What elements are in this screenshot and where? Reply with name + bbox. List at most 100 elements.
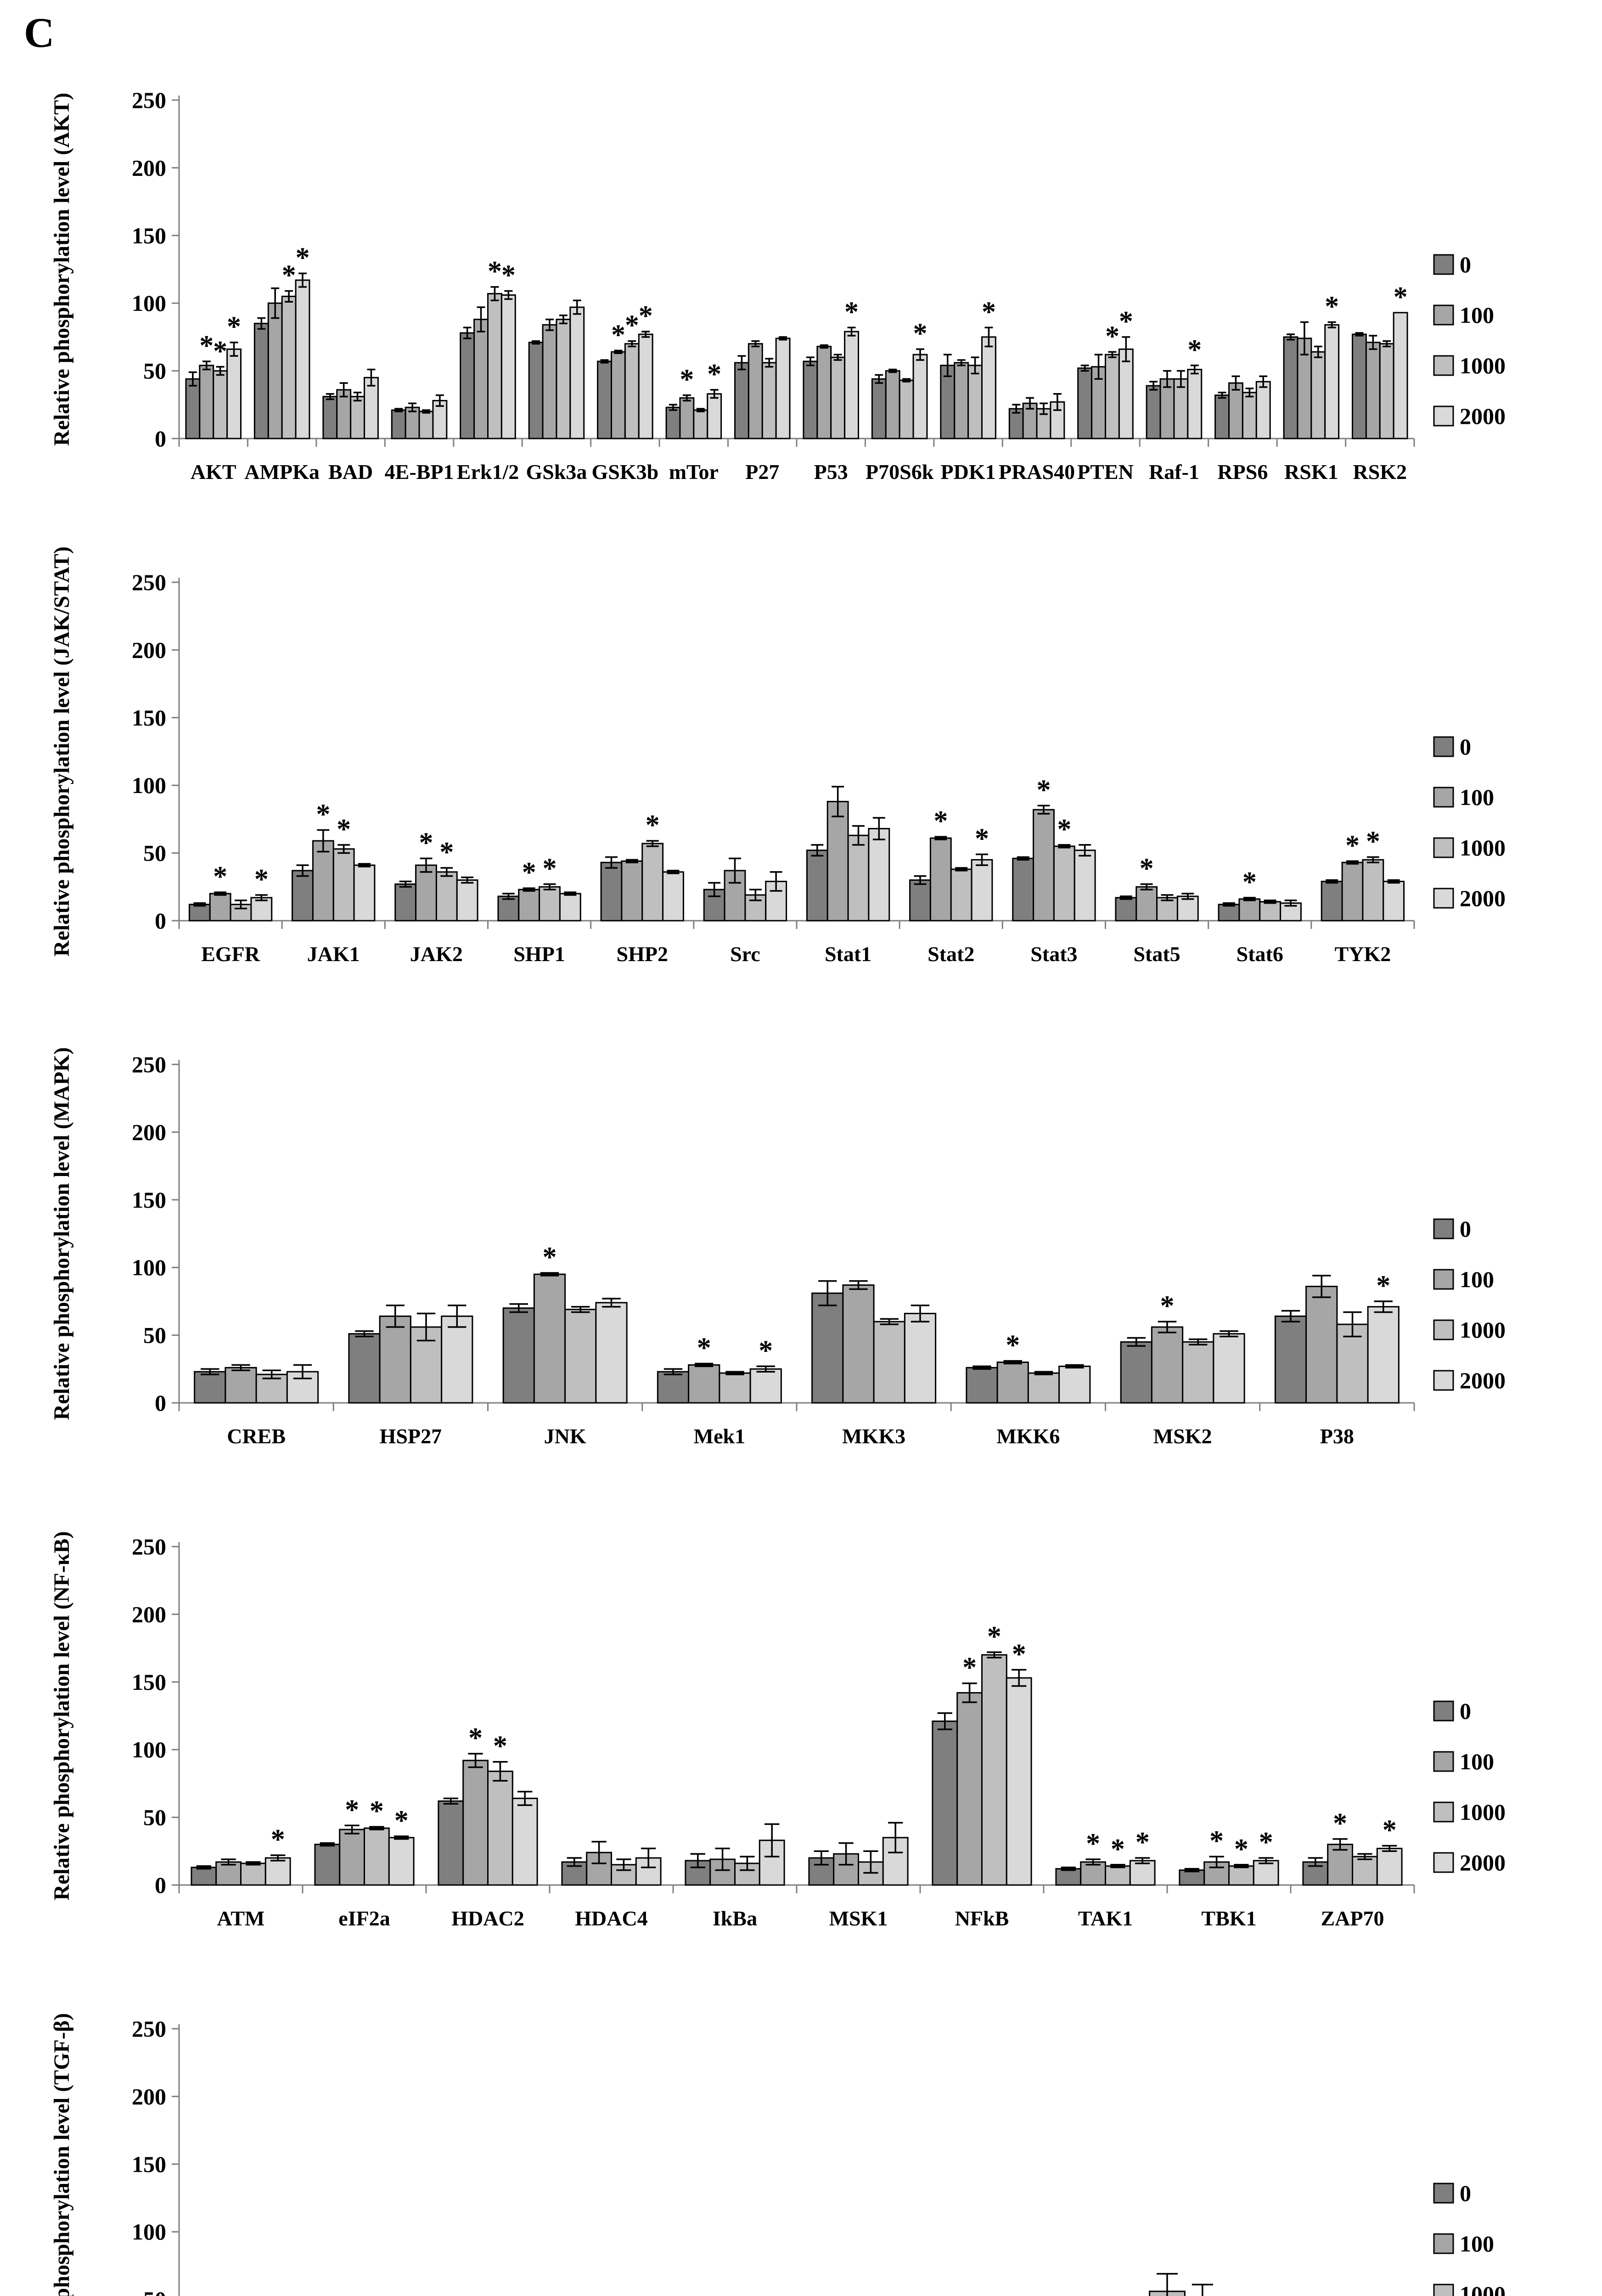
y-tick-label: 0 xyxy=(155,908,166,934)
significance-asterisk: * xyxy=(213,336,227,367)
bar xyxy=(1228,382,1243,439)
significance-asterisk: * xyxy=(1333,1808,1347,1839)
bar xyxy=(438,1800,464,1886)
category-label: Stat1 xyxy=(825,942,871,966)
y-axis-title: Relative phosphorylation level (JAK/STAT… xyxy=(50,546,74,957)
category-label: MSK2 xyxy=(1153,1424,1212,1448)
category-label: TAK1 xyxy=(1078,1907,1133,1930)
significance-asterisk: * xyxy=(501,260,516,291)
significance-asterisk: * xyxy=(1057,814,1071,845)
bar xyxy=(1055,1868,1082,1886)
bar xyxy=(842,1284,875,1404)
bar xyxy=(281,295,297,439)
y-tick-label: 100 xyxy=(132,1737,166,1762)
y-tick-label: 150 xyxy=(132,1669,166,1695)
bar xyxy=(542,324,557,439)
significance-asterisk: * xyxy=(345,1794,359,1825)
bar xyxy=(665,406,681,439)
bar xyxy=(1238,898,1261,922)
significance-asterisk: * xyxy=(543,853,557,884)
legend-swatch xyxy=(1433,1218,1454,1239)
legend-label: 1000 xyxy=(1460,1317,1506,1343)
significance-asterisk: * xyxy=(707,359,721,390)
bar xyxy=(1179,1869,1205,1886)
significance-asterisk: * xyxy=(1160,1290,1175,1322)
significance-asterisk: * xyxy=(987,1621,1001,1652)
legend-swatch xyxy=(1433,2284,1454,2296)
category-label: 4E-BP1 xyxy=(385,460,454,484)
category-label: MSK1 xyxy=(829,1907,888,1930)
significance-asterisk: * xyxy=(468,1722,483,1754)
legend-label: 1000 xyxy=(1460,1799,1506,1825)
significance-asterisk: * xyxy=(213,861,227,892)
bar xyxy=(226,348,242,439)
bar xyxy=(621,860,643,922)
significance-asterisk: * xyxy=(1242,867,1257,898)
bar xyxy=(693,409,708,439)
significance-asterisk: * xyxy=(1376,1270,1390,1301)
significance-asterisk: * xyxy=(625,310,639,341)
category-label: RPS6 xyxy=(1217,460,1268,484)
legend-label: 0 xyxy=(1460,1698,1471,1724)
y-tick-label: 200 xyxy=(132,637,166,663)
category-label: BAD xyxy=(328,460,373,484)
bar xyxy=(456,879,478,922)
legend-label: 0 xyxy=(1460,1216,1471,1242)
y-tick-label: 250 xyxy=(132,1052,166,1077)
bar xyxy=(1146,385,1161,439)
y-tick-label: 150 xyxy=(132,223,166,248)
bar xyxy=(1255,381,1271,439)
bar xyxy=(885,370,900,439)
bar xyxy=(830,356,846,439)
legend-swatch xyxy=(1433,1370,1454,1391)
bar xyxy=(253,322,269,439)
bar xyxy=(981,336,996,439)
bar xyxy=(912,354,928,439)
bar xyxy=(803,360,818,439)
bar xyxy=(1214,394,1230,439)
chart-tgf-b: Relative phosphorylation level (TGF-β) 0 5… xyxy=(50,2013,1506,2296)
bar xyxy=(1182,1341,1214,1404)
bar xyxy=(641,843,664,922)
bar xyxy=(1324,324,1340,439)
legend-label: 100 xyxy=(1460,2231,1494,2257)
legend-label: 0 xyxy=(1460,252,1471,277)
significance-asterisk: * xyxy=(1234,1834,1248,1865)
bar xyxy=(904,1312,937,1404)
y-tick-label: 100 xyxy=(132,772,166,798)
significance-asterisk: * xyxy=(271,1824,285,1855)
bar xyxy=(929,837,952,922)
significance-asterisk: * xyxy=(394,1805,409,1836)
bar xyxy=(1187,369,1203,439)
y-tick-label: 50 xyxy=(143,840,166,866)
bar xyxy=(435,871,458,922)
bar xyxy=(432,400,448,439)
legend-swatch xyxy=(1433,405,1454,427)
significance-asterisk: * xyxy=(1366,826,1380,857)
category-label: Raf-1 xyxy=(1149,460,1199,484)
legend-label: 0 xyxy=(1460,2180,1471,2206)
bar xyxy=(1151,1326,1184,1404)
y-axis-title: Relative phosphorylation level (TGF-β) xyxy=(50,2013,74,2296)
significance-asterisk: * xyxy=(697,1333,711,1364)
bar xyxy=(1118,348,1134,439)
significance-asterisk: * xyxy=(1337,2293,1351,2296)
bar xyxy=(1352,1856,1378,1886)
bar xyxy=(292,870,314,922)
bar xyxy=(473,319,489,439)
y-tick-label: 200 xyxy=(132,2083,166,2109)
bar xyxy=(981,1654,1007,1886)
category-label: AMPKa xyxy=(244,460,320,484)
bar xyxy=(1105,354,1120,439)
significance-asterisk: * xyxy=(1187,334,1202,366)
significance-asterisk: * xyxy=(1345,830,1360,861)
bar xyxy=(966,1367,998,1404)
bar xyxy=(250,897,273,922)
legend-swatch xyxy=(1433,355,1454,376)
bar xyxy=(816,346,832,439)
bar xyxy=(418,411,434,439)
legend-swatch xyxy=(1433,304,1454,326)
legend-swatch xyxy=(1433,1852,1454,1873)
bar xyxy=(1228,1865,1254,1886)
bar xyxy=(662,871,684,922)
